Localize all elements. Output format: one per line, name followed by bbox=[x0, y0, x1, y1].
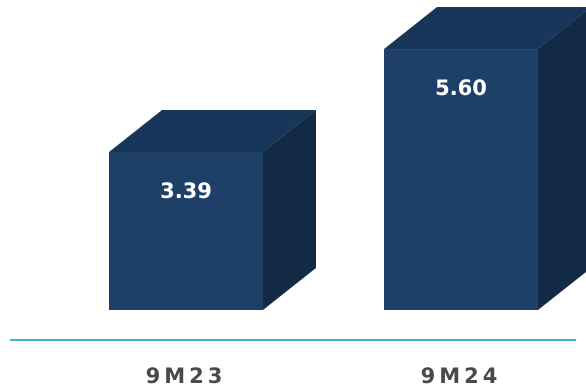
bar-top-face bbox=[109, 110, 316, 153]
bar-value-label: 5.60 bbox=[435, 76, 487, 100]
bar-side-face bbox=[263, 110, 316, 310]
bar-top-face bbox=[384, 7, 586, 50]
bar-front-face bbox=[109, 152, 263, 310]
category-label-9m24: 9M24 bbox=[421, 364, 502, 388]
bar-9m24: 5.60 bbox=[384, 7, 586, 310]
bar-9m23: 3.39 bbox=[109, 110, 316, 310]
bar-front-face bbox=[384, 49, 538, 310]
bar-value-label: 3.39 bbox=[160, 179, 212, 203]
bars-group: 3.39 5.60 bbox=[109, 7, 586, 310]
category-labels: 9M23 9M24 bbox=[146, 364, 502, 388]
bar-side-face bbox=[538, 11, 586, 310]
category-label-9m23: 9M23 bbox=[146, 364, 227, 388]
